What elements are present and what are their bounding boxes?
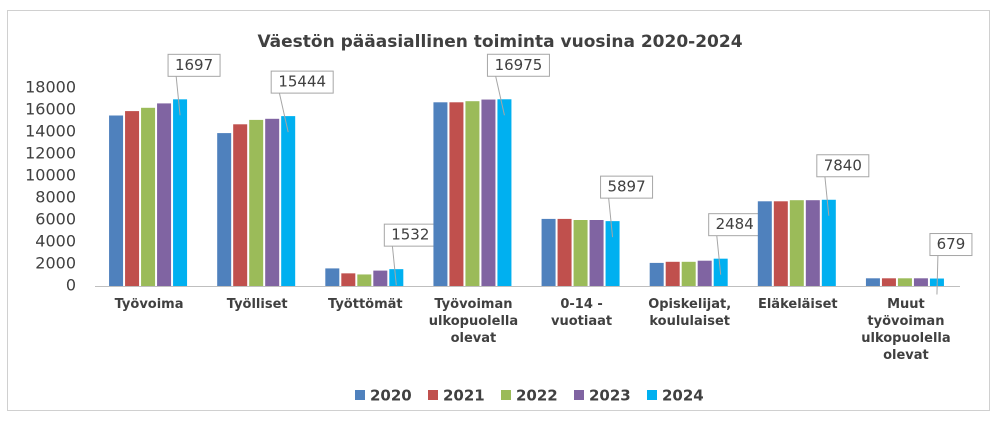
bar — [265, 118, 280, 286]
y-tick-label: 12000 — [25, 144, 76, 163]
legend-swatch — [428, 390, 438, 400]
legend-label: 2022 — [516, 387, 558, 405]
bar — [173, 99, 188, 286]
y-tick-label: 0 — [66, 276, 76, 295]
bar — [589, 220, 604, 286]
data-label: 2484 — [716, 215, 754, 233]
data-label: 679 — [937, 235, 966, 253]
bar — [141, 107, 156, 286]
bar — [449, 102, 464, 286]
x-tick-label: Opiskelijat, koululaiset — [648, 297, 732, 329]
bar — [357, 274, 372, 286]
bar — [865, 278, 880, 286]
data-label: 1532 — [391, 226, 429, 244]
label-leader — [716, 234, 722, 275]
data-label: 7840 — [824, 156, 862, 174]
legend-label: 2024 — [662, 387, 704, 405]
label-leader — [824, 175, 830, 216]
label-leader — [608, 197, 614, 238]
bar — [913, 278, 928, 286]
bar — [125, 111, 140, 286]
label-box — [929, 233, 973, 257]
label-box — [486, 53, 550, 77]
y-tick-label: 10000 — [25, 166, 76, 185]
bar — [541, 218, 556, 286]
bar — [757, 201, 772, 286]
bar — [649, 262, 664, 286]
bar — [789, 200, 804, 286]
y-tick-label: 16000 — [25, 100, 76, 119]
x-tick-label: Eläkeläiset — [757, 297, 838, 312]
data-label: 1697 — [175, 56, 213, 74]
x-tick-label: Muut työvoiman ulkopuolella olevat — [861, 297, 951, 363]
bar — [805, 200, 820, 286]
bar — [109, 115, 124, 286]
bar — [389, 269, 404, 286]
y-tick-label: 14000 — [25, 122, 76, 141]
legend-label: 2023 — [589, 387, 631, 405]
bar — [557, 218, 572, 286]
bar — [665, 261, 680, 286]
bar — [281, 116, 296, 286]
bar — [697, 260, 712, 286]
label-box — [600, 175, 654, 199]
chart-title: Väestön pääasiallinen toiminta vuosina 2… — [257, 32, 742, 52]
legend-label: 2021 — [443, 387, 485, 405]
data-label: 5897 — [607, 178, 645, 196]
legend-label: 2020 — [370, 387, 412, 405]
bar — [573, 220, 588, 286]
label-box — [816, 154, 870, 178]
bar — [465, 101, 480, 286]
bar — [157, 103, 172, 287]
label-leader — [494, 75, 505, 116]
legend-swatch — [355, 390, 365, 400]
x-tick-label: Työvoiman ulkopuolella olevat — [428, 297, 519, 346]
legend-swatch — [647, 390, 657, 400]
bar — [881, 278, 896, 286]
bar — [605, 221, 620, 286]
bar — [681, 261, 696, 286]
y-tick-label: 6000 — [35, 210, 76, 229]
label-leader — [175, 75, 181, 116]
x-tick-label: Työttömät — [328, 297, 403, 312]
y-tick-label: 8000 — [35, 188, 76, 207]
data-label: 15444 — [278, 73, 326, 91]
label-box — [167, 53, 221, 77]
bar — [481, 99, 496, 286]
chart-frame — [7, 10, 990, 411]
y-tick-label: 4000 — [35, 232, 76, 251]
bar — [325, 268, 340, 286]
label-box — [270, 70, 334, 94]
label-leader — [391, 245, 397, 286]
bar — [233, 124, 248, 286]
bar — [217, 133, 232, 286]
bar — [821, 199, 836, 286]
data-label: 16975 — [495, 56, 543, 74]
x-tick-label: 0-14 - vuotiaat — [551, 297, 613, 329]
x-tick-label: Työvoima — [114, 297, 184, 312]
label-leader — [278, 92, 289, 133]
bar — [249, 119, 264, 287]
label-leader — [936, 254, 939, 295]
y-tick-label: 2000 — [35, 254, 76, 273]
bar — [897, 278, 912, 286]
bar — [433, 102, 448, 286]
bar — [497, 99, 512, 287]
x-tick-label: Työlliset — [226, 297, 288, 312]
bar — [341, 273, 356, 286]
bar — [773, 201, 788, 286]
legend-swatch — [574, 390, 584, 400]
bar — [373, 270, 388, 286]
legend-swatch — [501, 390, 511, 400]
y-tick-label: 18000 — [25, 78, 76, 97]
